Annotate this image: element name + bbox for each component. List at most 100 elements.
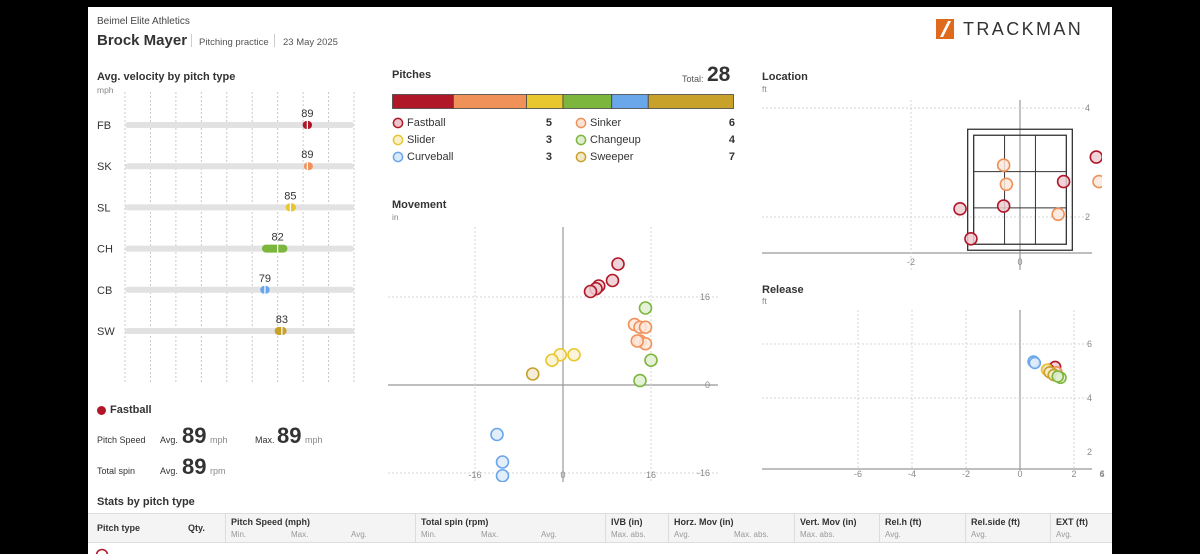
pitch-point: [996, 199, 1011, 213]
table-column-header[interactable]: Total spin (rpm): [421, 517, 489, 527]
table-column-divider: [605, 514, 606, 542]
velocity-range-bar: [303, 162, 313, 171]
legend-count: 4: [728, 133, 735, 146]
pitch-point: [490, 427, 504, 442]
table-subheader: Max.: [481, 530, 499, 539]
pitch-point: [545, 353, 559, 368]
fastball-dot-icon: [97, 405, 106, 415]
table-subheader: Max.: [291, 530, 309, 539]
legend-item[interactable]: Slider 3: [392, 132, 552, 147]
table-column-header[interactable]: IVB (in): [611, 517, 643, 527]
velocity-chart: FB 89 SK 89 SL 85 CH 82 CB 79 SW 83: [97, 92, 355, 382]
table-column-header[interactable]: Rel.h (ft): [885, 517, 922, 527]
table-column-header[interactable]: Horz. Mov (in): [674, 517, 734, 527]
legend-item[interactable]: Curveball 3: [392, 149, 552, 164]
legend-marker-icon: [575, 134, 587, 145]
location-x-tick: 0: [1017, 257, 1022, 267]
legend-name: Fastball: [407, 116, 446, 129]
location-title: Location: [762, 71, 808, 83]
legend-item[interactable]: Fastball 5: [392, 115, 552, 130]
velocity-avg-label: 82: [272, 232, 284, 244]
pitch-mix-segment: [526, 94, 564, 109]
pitch-point: [644, 353, 658, 368]
table-column-header[interactable]: Pitch type: [97, 523, 141, 533]
header-divider: [191, 34, 192, 47]
pitch-point: [1051, 370, 1065, 383]
movement-x-tick: 16: [646, 470, 656, 480]
table-column-header[interactable]: Qty.: [188, 523, 205, 533]
pitch-point: [605, 273, 620, 288]
release-x-tick: 4: [1099, 469, 1104, 477]
velocity-avg-label: 89: [301, 108, 313, 120]
movement-title: Movement: [392, 199, 447, 211]
velocity-range-bar: [274, 327, 287, 335]
pitch-mix-segment: [647, 94, 734, 109]
release-x-tick: 6: [1099, 469, 1104, 477]
velocity-range-bar: [261, 244, 288, 253]
speed-max-unit: mph: [305, 435, 323, 445]
selected-pitch[interactable]: Fastball: [97, 404, 152, 416]
release-unit: ft: [762, 296, 767, 306]
velocity-track: [125, 245, 354, 252]
table-column-header[interactable]: Vert. Mov (in): [800, 517, 857, 527]
pitch-point: [1056, 174, 1071, 189]
release-x-tick: 2: [1071, 469, 1076, 477]
logo-text: TRACKMAN: [963, 18, 1084, 39]
legend-marker: [575, 134, 587, 145]
legend-marker-icon: [392, 117, 404, 128]
legend-name: Slider: [407, 133, 436, 146]
pitch-point: [1092, 174, 1102, 189]
table-subheader: Min.: [231, 530, 247, 539]
table-subheader: Avg.: [1056, 530, 1072, 539]
speed-max-value: 89: [277, 423, 302, 448]
pitch-point: [611, 257, 625, 271]
table-column-header[interactable]: EXT (ft): [1056, 517, 1088, 527]
total-spin-label: Total spin: [97, 466, 136, 476]
legend-marker-icon: [575, 117, 587, 128]
pitch-mix-segment: [452, 94, 527, 109]
movement-y-tick: -16: [697, 468, 710, 478]
location-chart: -20242: [762, 100, 1102, 270]
velocity-track: [125, 122, 354, 128]
legend-item[interactable]: Sinker 6: [575, 115, 735, 130]
velocity-avg-label: 83: [276, 314, 288, 326]
legend-marker: [575, 151, 587, 162]
legend-item[interactable]: Sweeper 7: [575, 149, 735, 164]
trackman-logo-icon: [936, 19, 954, 39]
table-subheader: Max. abs.: [734, 530, 769, 539]
pitch-mix-bar: [392, 94, 734, 109]
pitch-point: [999, 177, 1014, 192]
stats-table-header: [88, 513, 1112, 543]
pitch-legend: Fastball 5 Sinker 6 Slider 3 Changeup 4 Curvebal…: [392, 115, 735, 167]
pitch-point: [1028, 356, 1042, 370]
table-column-divider: [415, 514, 416, 542]
total-label: Total:: [682, 74, 704, 84]
movement-unit: in: [392, 212, 399, 222]
legend-marker: [392, 117, 404, 128]
pitch-point: [638, 301, 653, 315]
table-column-divider: [1050, 514, 1051, 542]
pitch-point: [495, 468, 510, 482]
pitch-point: [996, 158, 1011, 173]
release-x-tick: 0: [1017, 469, 1022, 477]
table-subheader: Avg.: [885, 530, 901, 539]
table-subheader: Avg.: [541, 530, 557, 539]
table-subheader: Avg.: [674, 530, 690, 539]
legend-count: 7: [728, 150, 735, 163]
legend-marker-icon: [392, 134, 404, 145]
table-column-header[interactable]: Rel.side (ft): [971, 517, 1021, 527]
velocity-avg-label: 89: [301, 149, 313, 161]
legend-marker-icon: [575, 151, 587, 162]
velocity-row-label: CH: [97, 244, 113, 256]
table-subheader: Min.: [421, 530, 437, 539]
speed-max-label: Max.: [255, 435, 275, 445]
table-column-header[interactable]: Pitch Speed (mph): [231, 517, 311, 527]
movement-x-tick: 0: [560, 470, 565, 480]
table-subheader: Avg.: [351, 530, 367, 539]
pitch-point: [525, 367, 540, 381]
trackman-logo: TRACKMAN: [936, 18, 1083, 40]
table-subheader: Max. abs.: [611, 530, 646, 539]
strike-zone: [973, 134, 1067, 245]
legend-item[interactable]: Changeup 4: [575, 132, 735, 147]
velocity-avg-label: 79: [259, 273, 271, 285]
